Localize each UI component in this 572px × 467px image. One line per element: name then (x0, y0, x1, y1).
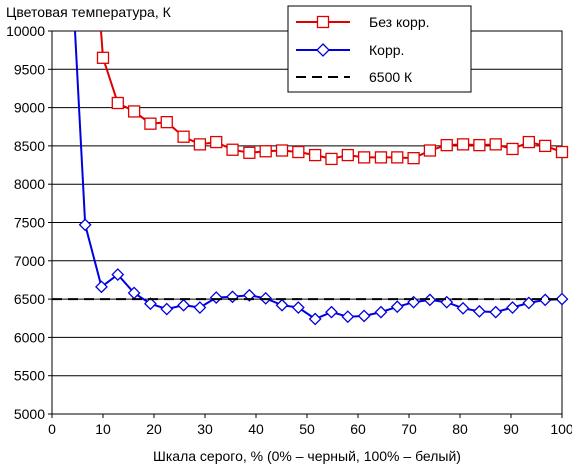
x-tick-label: 100 (550, 421, 572, 437)
data-point-no-correction (506, 142, 519, 156)
data-point-no-correction (325, 152, 338, 166)
y-tick-label: 7500 (14, 215, 45, 231)
data-point-no-correction (193, 138, 207, 151)
data-point-correction (226, 290, 239, 304)
data-point-correction (95, 280, 108, 294)
data-point-correction (325, 305, 338, 319)
y-axis-ticks: 5000 5500 6000 6500 7000 7500 8000 8500 9000 9500… (6, 23, 52, 422)
data-point-correction (209, 291, 223, 304)
data-point-correction (177, 298, 190, 312)
data-series (52, 30, 569, 326)
x-tick-label: 70 (401, 421, 417, 437)
y-tick-label: 6500 (14, 291, 45, 307)
y-tick-label: 6000 (14, 329, 45, 345)
x-tick-label: 50 (299, 421, 315, 437)
data-point-no-correction (539, 139, 552, 153)
data-point-no-correction (275, 144, 289, 157)
data-point-correction (291, 301, 305, 314)
y-tick-label: 9500 (14, 61, 45, 77)
data-point-no-correction (96, 51, 110, 64)
data-point-no-correction (456, 138, 470, 151)
y-tick-label: 8500 (14, 138, 45, 154)
data-point-no-correction (440, 138, 453, 152)
data-point-correction (144, 297, 157, 311)
data-point-no-correction (341, 148, 354, 162)
data-point-correction (111, 268, 125, 282)
data-point-correction (374, 305, 388, 319)
y-tick-label: 10000 (6, 23, 45, 39)
data-point-correction (160, 302, 174, 316)
data-point-correction (242, 288, 256, 302)
data-point-correction (522, 296, 536, 310)
data-point-correction (193, 301, 207, 314)
x-tick-label: 60 (350, 421, 366, 437)
chart-title: Цветовая температура, К (6, 4, 172, 20)
y-tick-label: 9000 (14, 100, 45, 116)
data-point-no-correction (555, 145, 569, 159)
x-axis-ticks: 0 10 20 30 40 50 60 70 80 90 100 (48, 414, 572, 437)
data-point-no-correction (292, 145, 305, 159)
x-tick-label: 40 (248, 421, 264, 437)
data-point-correction (472, 304, 486, 318)
legend-marker-no-correction (316, 15, 330, 29)
data-point-correction (506, 301, 519, 314)
data-point-no-correction (374, 151, 388, 164)
data-point-correction (390, 300, 404, 314)
data-point-no-correction (226, 143, 239, 156)
data-point-no-correction (357, 151, 371, 164)
data-point-no-correction (309, 148, 322, 162)
data-point-no-correction (210, 135, 223, 149)
data-point-correction (538, 293, 552, 307)
data-point-no-correction (144, 117, 157, 130)
data-point-no-correction (407, 152, 420, 165)
data-point-no-correction (127, 105, 141, 118)
y-tick-label: 7000 (14, 253, 45, 269)
data-point-no-correction (489, 138, 502, 151)
x-tick-label: 80 (452, 421, 468, 437)
legend-label-6500k: 6500 К (369, 69, 413, 85)
x-tick-label: 0 (48, 421, 56, 437)
x-tick-label: 10 (95, 421, 111, 437)
data-point-correction (308, 312, 322, 326)
y-tick-label: 5000 (14, 406, 45, 422)
data-point-no-correction (243, 146, 256, 159)
data-point-correction (357, 309, 371, 323)
data-point-correction (489, 305, 503, 319)
data-point-no-correction (522, 135, 535, 149)
data-point-no-correction (111, 96, 124, 110)
data-point-no-correction (391, 151, 404, 164)
x-tick-label: 30 (197, 421, 213, 437)
data-point-correction (275, 298, 289, 312)
y-tick-label: 8000 (14, 176, 45, 192)
x-tick-label: 20 (146, 421, 162, 437)
data-point-correction (555, 292, 569, 306)
data-point-correction (78, 218, 92, 232)
data-point-no-correction (473, 138, 486, 152)
legend-label-correction: Корр. (369, 42, 404, 58)
y-tick-label: 5500 (14, 368, 45, 384)
data-point-correction (341, 310, 355, 324)
data-point-no-correction (160, 116, 173, 129)
legend-label-no-correction: Без корр. (369, 14, 430, 30)
data-point-no-correction (177, 130, 190, 143)
data-point-no-correction (423, 144, 437, 157)
data-point-correction (456, 301, 470, 315)
data-point-no-correction (259, 145, 272, 158)
x-axis-label: Шкала серого, % (0% – черный, 100% – бел… (153, 448, 461, 464)
x-tick-label: 90 (503, 421, 519, 437)
legend: Без корр. Корр. 6500 К (287, 5, 472, 93)
legend-marker-correction (316, 43, 330, 57)
